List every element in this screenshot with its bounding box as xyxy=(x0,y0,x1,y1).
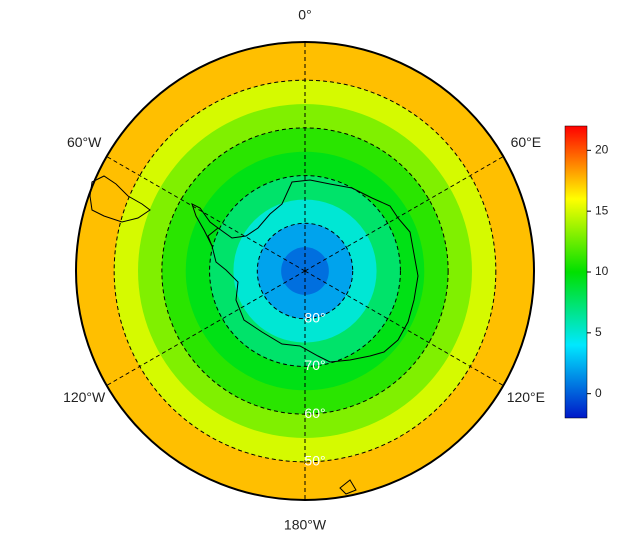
parallel xyxy=(113,79,497,463)
island xyxy=(339,479,357,495)
colorbar-frame xyxy=(564,125,588,419)
lon-label: 120°W xyxy=(63,389,106,405)
peninsula xyxy=(191,203,219,247)
parallel xyxy=(161,127,449,415)
colorbar-label: 20 xyxy=(595,143,609,157)
colorbar-gradient xyxy=(565,126,587,418)
lat-label: 70° xyxy=(304,357,325,373)
meridian xyxy=(304,156,504,272)
south-america xyxy=(89,175,151,223)
colorbar-label: 5 xyxy=(595,325,602,339)
parallel xyxy=(209,175,401,367)
colorbar-label: 10 xyxy=(595,264,609,278)
coastline xyxy=(89,175,419,495)
lat-label: 60° xyxy=(304,405,325,421)
lat-label: 80° xyxy=(304,309,325,325)
lon-label: 180°W xyxy=(284,517,327,533)
lon-label: 60°E xyxy=(511,134,542,150)
meridian xyxy=(106,156,306,272)
colorbar: 0 5 10 15 20 xyxy=(564,125,609,419)
map-boundary xyxy=(75,41,535,501)
lat-label: 50° xyxy=(304,453,325,469)
antarctica xyxy=(207,179,419,363)
labels: 0° 60°E 120°E 180°W 120°W 60°W 80° 70° 60° 50° xyxy=(63,7,545,533)
parallel xyxy=(256,222,354,320)
colorbar-label: 15 xyxy=(595,203,609,217)
lon-label: 120°E xyxy=(507,389,545,405)
lon-label: 60°W xyxy=(67,134,102,150)
lon-label: 0° xyxy=(298,7,311,23)
colorbar-label: 0 xyxy=(595,386,602,400)
